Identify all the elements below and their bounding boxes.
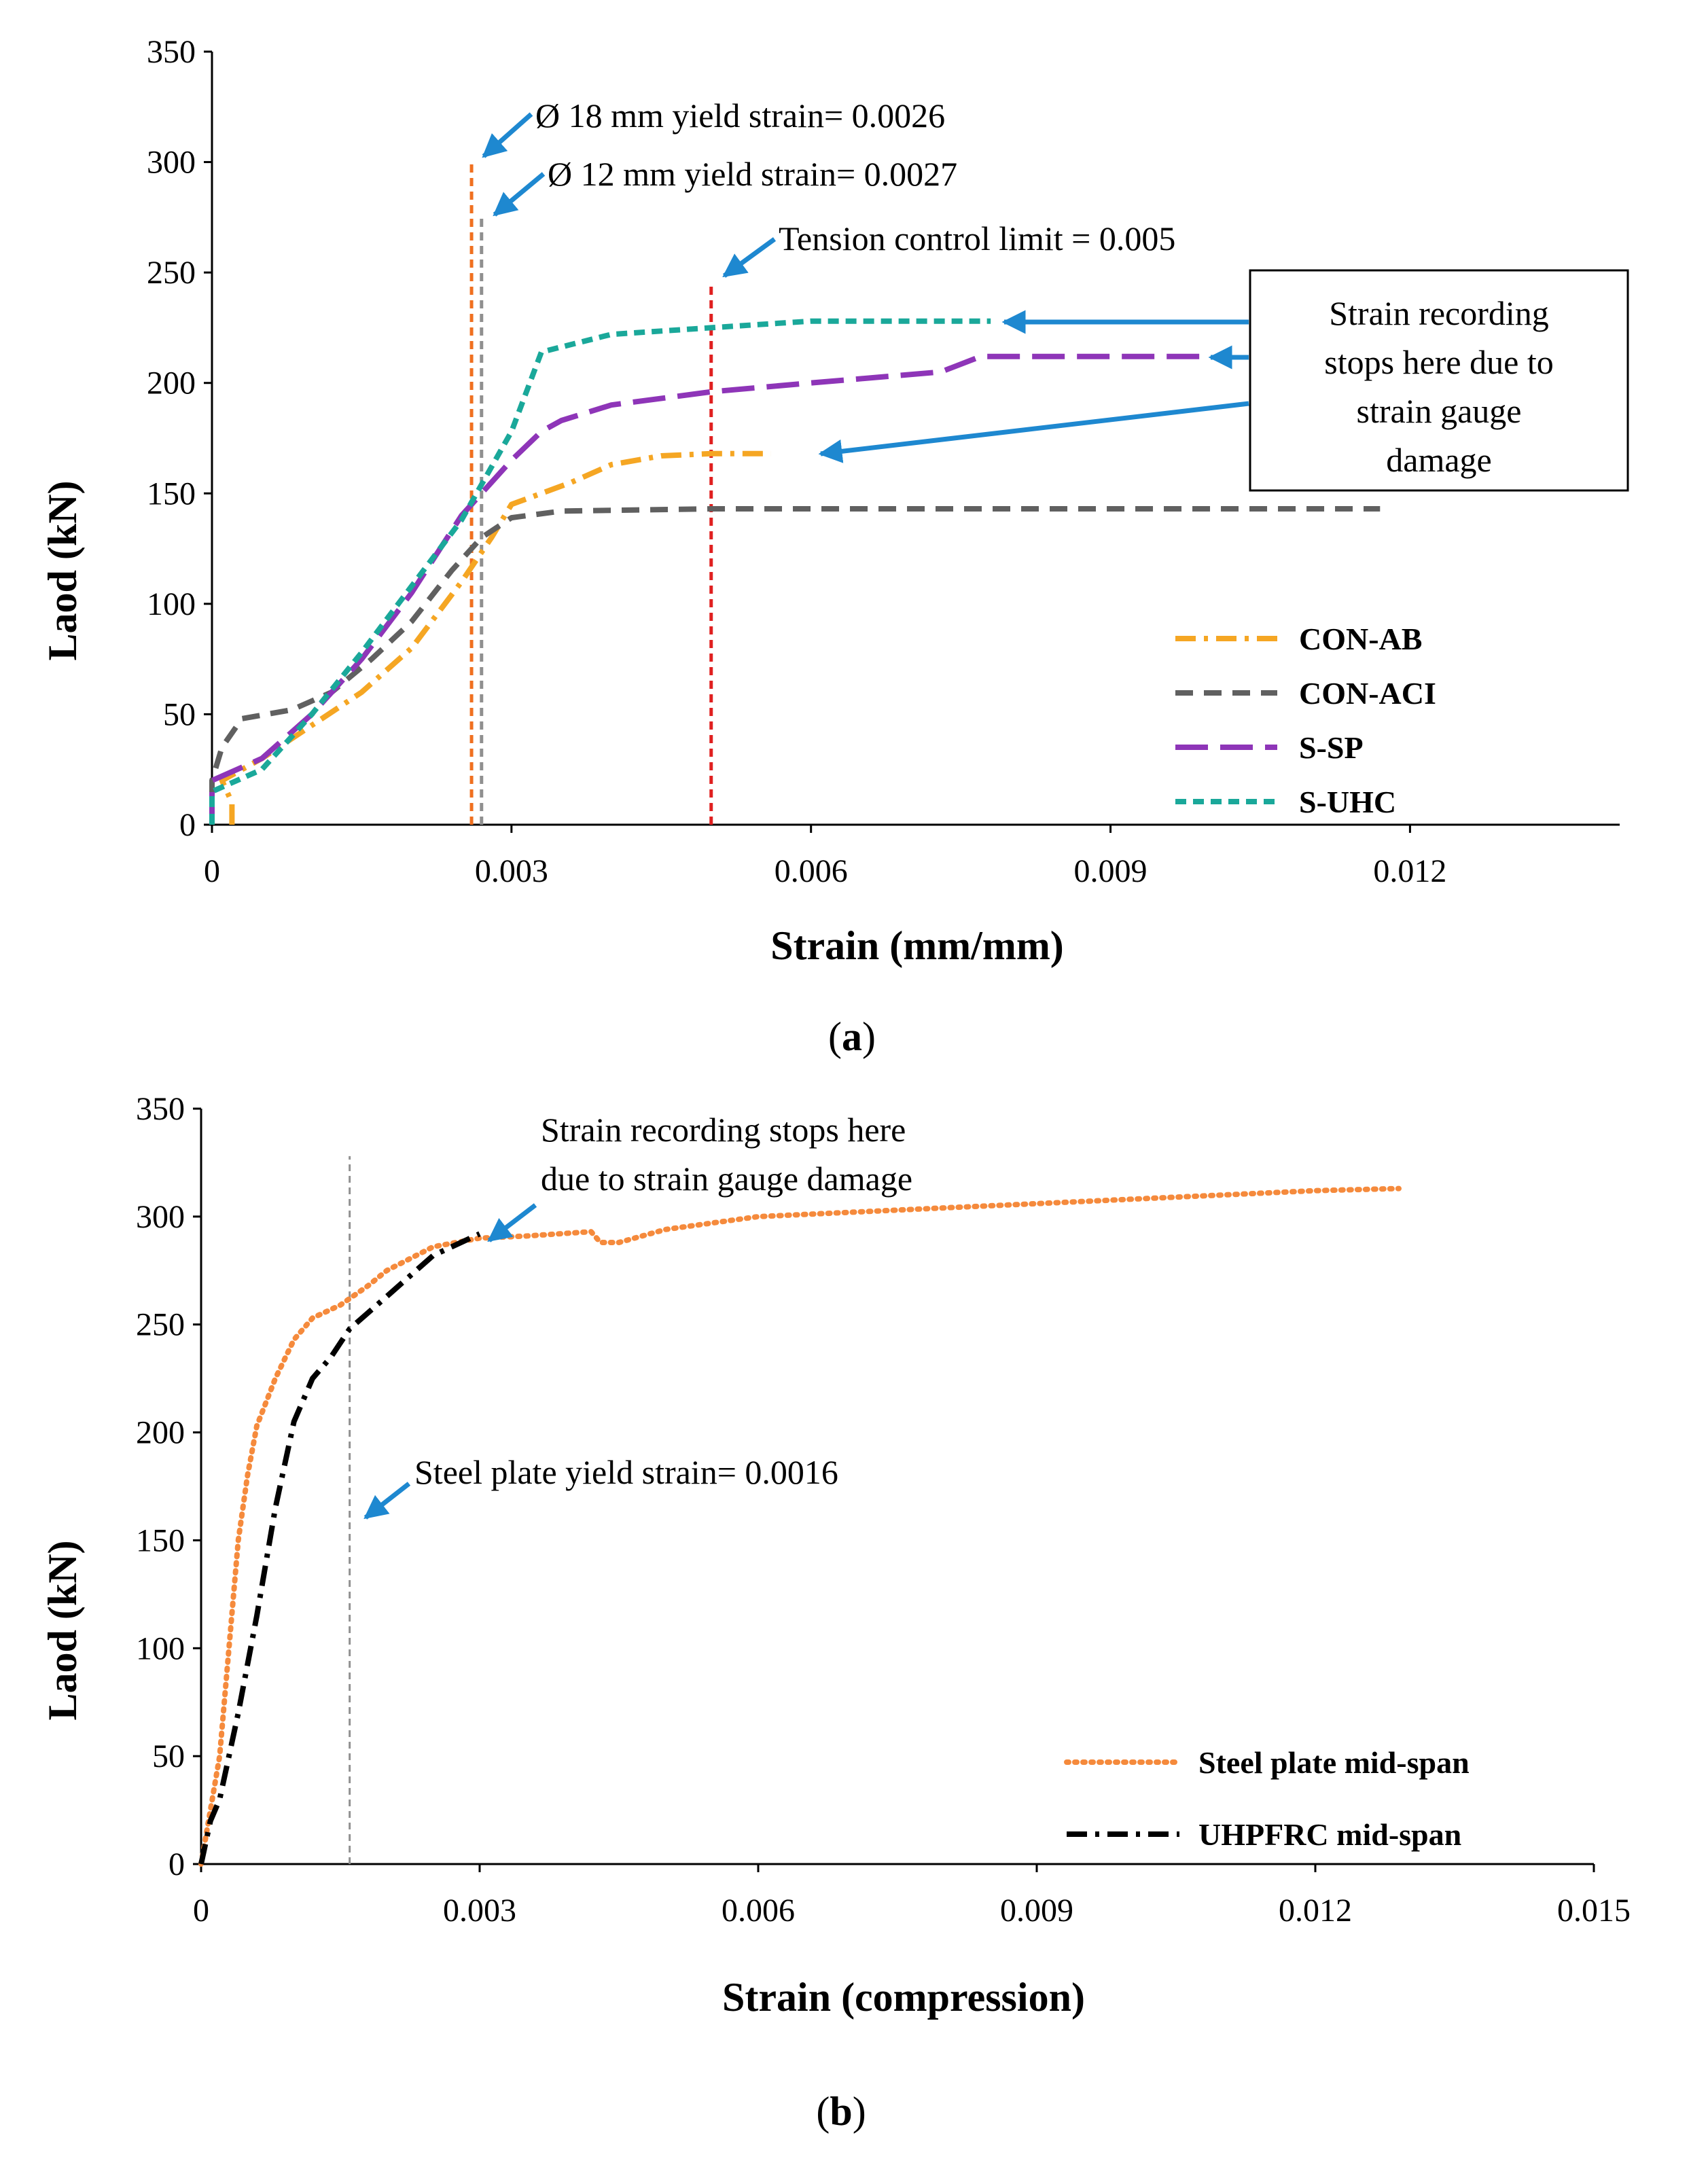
y-tick-label: 150 (147, 476, 196, 512)
chart-b-caption-open: ( (816, 2089, 830, 2134)
callout-box (1249, 269, 1629, 492)
arrow-tension-limit (722, 237, 777, 278)
y-tick-label: 200 (147, 365, 196, 401)
arrow-yield-12mm (493, 172, 546, 217)
legend-label-s-sp: S-SP (1299, 730, 1364, 765)
x-tick-label: 0 (204, 853, 220, 889)
series-line-uhpfrc-mid-span (198, 1231, 481, 1865)
annotation-steel-plate-yield: Steel plate yield strain= 0.0016 (414, 1453, 838, 1491)
chart-b-legend: Steel plate mid-span UHPFRC mid-span (1064, 1745, 1470, 1852)
y-tick-label: 50 (152, 1738, 185, 1774)
x-tick-label: 0.012 (1373, 853, 1446, 889)
annotation-yield-18mm: Ø 18 mm yield strain= 0.0026 (535, 96, 945, 135)
x-tick-label: 0.012 (1279, 1893, 1352, 1929)
legend-label-con-ab: CON-AB (1299, 622, 1422, 656)
annotation-stop-line-2: due to strain gauge damage (541, 1160, 912, 1198)
series-line-s-uhc (209, 318, 991, 825)
y-tick-label: 100 (136, 1630, 185, 1666)
chart-a-caption-close: ) (862, 1014, 876, 1059)
x-tick-label: 0 (193, 1893, 209, 1929)
callout-line-3: strain gauge (1357, 392, 1522, 430)
y-tick-label: 350 (136, 1091, 185, 1127)
callout-line-1: Strain recording (1329, 294, 1549, 332)
arrow-steel-plate-yield (363, 1482, 411, 1520)
arrow-uhpfrc-stop (487, 1203, 537, 1242)
chart-a-series (209, 318, 1381, 825)
y-tick-label: 250 (136, 1307, 185, 1343)
legend-label-s-uhc: S-UHC (1299, 785, 1396, 819)
arrow-yield-18mm (482, 112, 533, 158)
chart-b-caption-close: ) (853, 2089, 866, 2134)
series-line-con-ab (219, 450, 771, 825)
y-tick-label: 200 (136, 1415, 185, 1451)
callout-line-2: stops here due to (1324, 343, 1553, 381)
x-tick-label: 0.003 (443, 1893, 516, 1929)
legend-label-steel-plate: Steel plate mid-span (1198, 1745, 1470, 1780)
chart-a-x-axis-title: Strain (mm/mm) (770, 923, 1064, 968)
annotation-yield-12mm: Ø 12 mm yield strain= 0.0027 (548, 155, 957, 193)
legend-label-con-aci: CON-ACI (1299, 676, 1436, 711)
chart-a-caption-letter: a (842, 1014, 862, 1059)
x-tick-label: 0.015 (1557, 1893, 1631, 1929)
chart-a-reference-lines (469, 162, 713, 825)
x-tick-label: 0.009 (1000, 1893, 1073, 1929)
y-tick-label: 300 (147, 145, 196, 181)
callout-line-4: damage (1386, 441, 1491, 479)
legend-label-uhpfrc: UHPFRC mid-span (1198, 1817, 1461, 1852)
y-tick-label: 100 (147, 586, 196, 622)
chart-a: 0 50 100 150 200 250 300 350 0 0.003 0.006 0.009 0.0… (40, 34, 1629, 1059)
x-tick-label: 0.006 (775, 853, 848, 889)
chart-a-axes: 0 50 100 150 200 250 300 350 0 0.003 0.006 0.009 0.0… (147, 34, 1620, 889)
y-tick-label: 350 (147, 34, 196, 70)
x-tick-label: 0.003 (475, 853, 548, 889)
y-tick-label: 50 (163, 696, 196, 732)
y-tick-label: 150 (136, 1522, 185, 1558)
chart-a-caption-open: ( (828, 1014, 842, 1059)
chart-b-caption-letter: b (830, 2089, 852, 2134)
chart-b-caption: (b) (816, 2089, 866, 2134)
chart-b: 0 50 100 150 200 250 300 350 0 0.003 0.006 0.009 0.0… (40, 1091, 1631, 2134)
y-tick-label: 0 (179, 807, 196, 843)
annotation-stop-line-1: Strain recording stops here (541, 1111, 906, 1149)
annotation-tension-limit: Tension control limit = 0.005 (779, 219, 1175, 257)
chart-b-axes: 0 50 100 150 200 250 300 350 0 0.003 0.006 0.009 0.0… (136, 1091, 1631, 1929)
x-tick-label: 0.009 (1074, 853, 1147, 889)
chart-b-y-axis-title: Laod (kN) (40, 1540, 85, 1720)
arrow-con-ab-stop (818, 401, 1249, 463)
chart-a-legend: CON-AB CON-ACI S-SP S-UHC (1175, 622, 1436, 819)
chart-b-x-axis-title: Strain (compression) (722, 1975, 1085, 2020)
x-tick-label: 0.006 (722, 1893, 795, 1929)
chart-b-series (198, 1185, 1402, 1867)
y-tick-label: 300 (136, 1199, 185, 1235)
series-line-s-sp (209, 353, 1200, 825)
y-tick-label: 0 (168, 1846, 185, 1882)
series-line-con-aci (209, 506, 1381, 825)
chart-a-y-axis-title: Laod (kN) (40, 480, 85, 660)
chart-a-caption: (a) (828, 1014, 876, 1059)
y-tick-label: 250 (147, 255, 196, 291)
